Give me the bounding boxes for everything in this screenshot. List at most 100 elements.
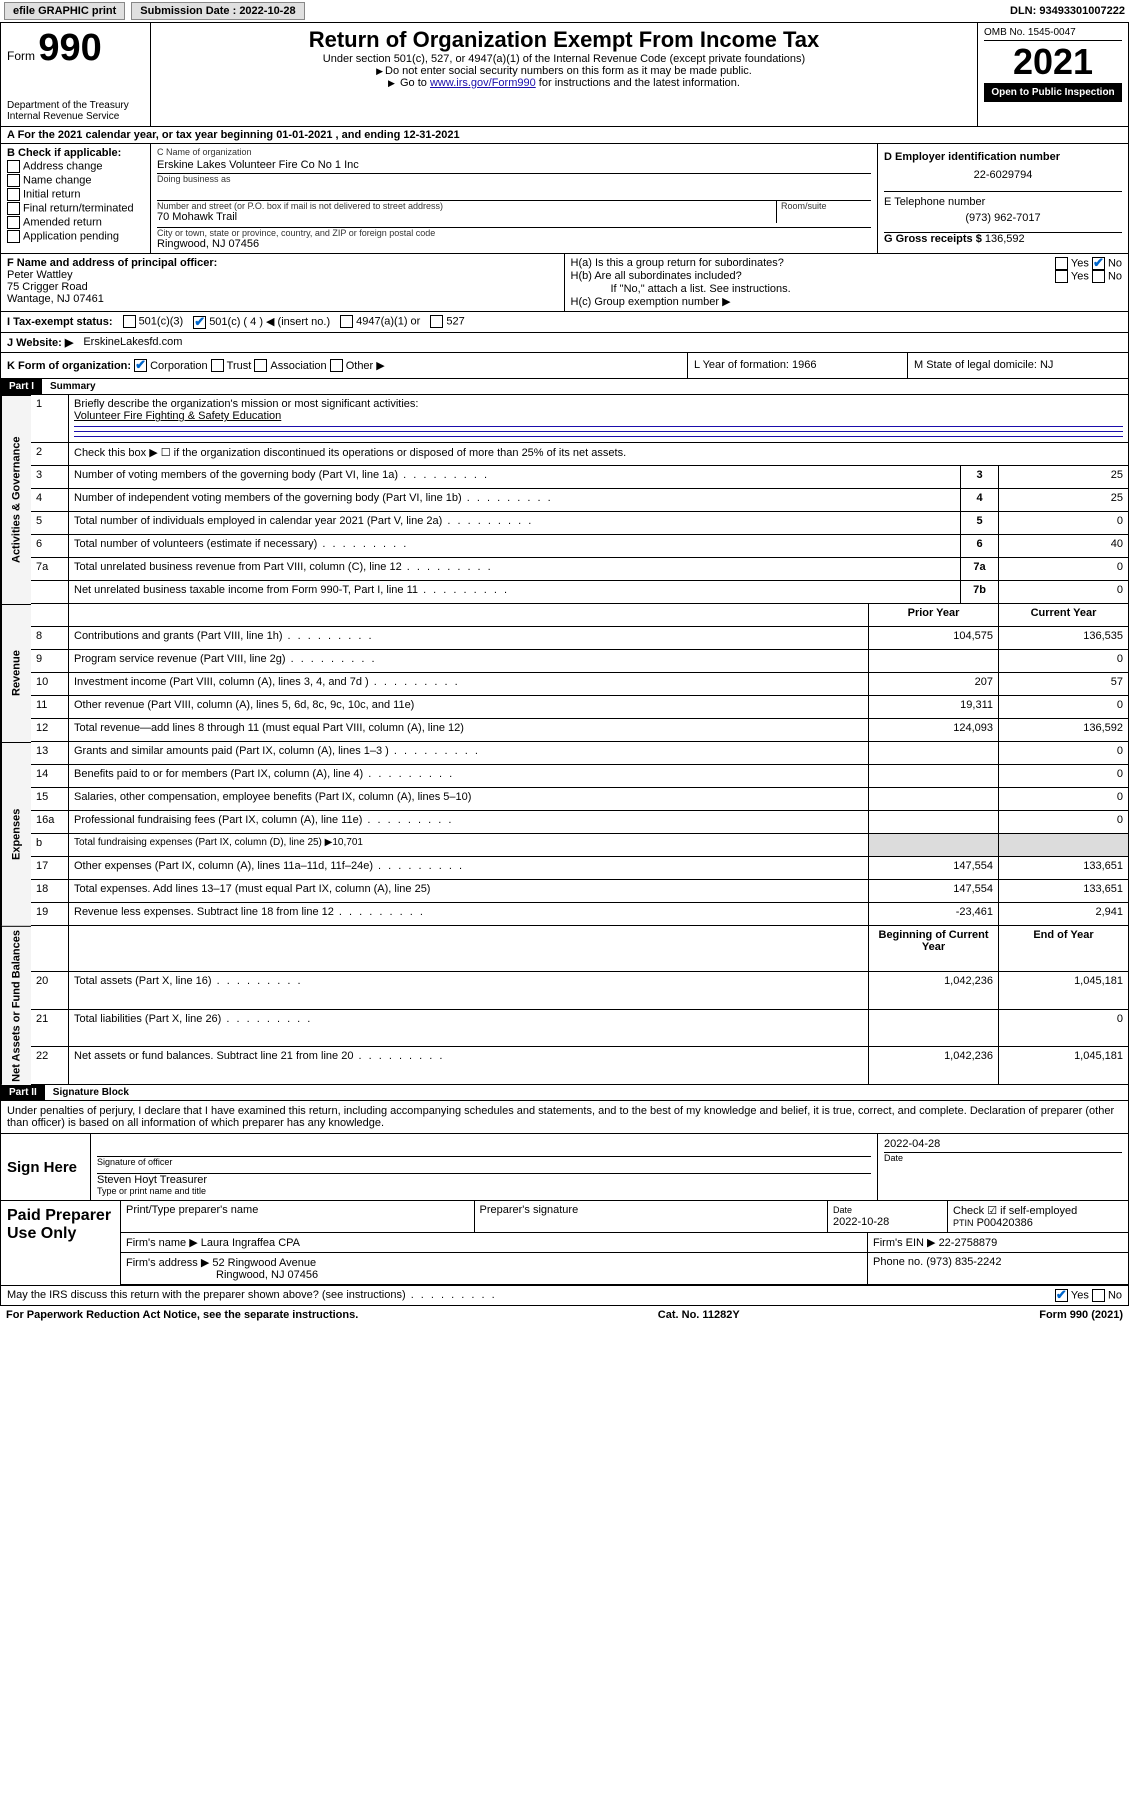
box-b-heading: B Check if applicable: (7, 147, 121, 159)
e19c: 2,941 (999, 903, 1129, 926)
chk-amended[interactable]: Amended return (7, 216, 144, 229)
expense-table: Expenses 13 Grants and similar amounts p… (0, 742, 1129, 926)
box-c: C Name of organization Erskine Lakes Vol… (151, 144, 878, 253)
chk-address[interactable]: Address change (7, 160, 144, 173)
g7an: 7a (31, 558, 69, 581)
ein-label: D Employer identification number (884, 151, 1060, 163)
q1-text: Briefly describe the organization's miss… (74, 398, 418, 410)
year-cell: OMB No. 1545-0047 2021 Open to Public In… (978, 23, 1128, 126)
g7bn (31, 581, 69, 604)
form-number: 990 (38, 27, 101, 69)
efile-button[interactable]: efile GRAPHIC print (4, 2, 125, 20)
cb-trust[interactable] (211, 359, 224, 372)
preparer-rows: Print/Type preparer's name Preparer's si… (121, 1201, 1128, 1285)
row-j: J Website: ▶ ErskineLakesfd.com (0, 333, 1129, 353)
e19n: 19 (31, 903, 69, 926)
pc-header: Revenue Prior Year Current Year 8 Contri… (0, 604, 1129, 742)
addr-label: Number and street (or P.O. box if mail i… (157, 201, 776, 211)
g7av: 0 (999, 558, 1129, 581)
subtitle-1: Under section 501(c), 527, or 4947(a)(1)… (157, 53, 971, 65)
prep-date-cell: Date 2022-10-28 (828, 1201, 948, 1232)
hc-label: H(c) Group exemption number ▶ (571, 295, 1123, 308)
officer-sub: Type or print name and title (97, 1186, 871, 1196)
cb-501c3[interactable] (123, 315, 136, 328)
part2-header: Part II (1, 1085, 45, 1100)
col-prior: Prior Year (869, 604, 999, 627)
g3b: 3 (961, 466, 999, 489)
hb-yes[interactable] (1055, 270, 1068, 283)
r9n: 9 (31, 650, 69, 673)
discuss-yes[interactable] (1055, 1289, 1068, 1302)
cb-other[interactable] (330, 359, 343, 372)
q1-num: 1 (31, 395, 69, 443)
hb-label: H(b) Are all subordinates included? (571, 270, 742, 283)
box-deg: D Employer identification number 22-6029… (878, 144, 1128, 253)
e15p (869, 788, 999, 811)
phone-value: (973) 962-7017 (884, 208, 1122, 228)
r9c: 0 (999, 650, 1129, 673)
chk-initial[interactable]: Initial return (7, 188, 144, 201)
cb-corp[interactable] (134, 359, 147, 372)
officer-label: F Name and address of principal officer: (7, 257, 217, 269)
part1-header: Part I (1, 379, 42, 394)
sig-officer-cell: Signature of officer Steven Hoyt Treasur… (91, 1134, 878, 1200)
cb-4947[interactable] (340, 315, 353, 328)
g6n: 6 (31, 535, 69, 558)
e16an: 16a (31, 811, 69, 834)
e16ad: Professional fundraising fees (Part IX, … (69, 811, 869, 834)
r10n: 10 (31, 673, 69, 696)
firm-phone: (973) 835-2242 (926, 1256, 1001, 1268)
officer-name: Peter Wattley (7, 269, 73, 281)
g4n: 4 (31, 489, 69, 512)
r9d: Program service revenue (Part VIII, line… (69, 650, 869, 673)
irs-link[interactable]: www.irs.gov/Form990 (430, 77, 536, 89)
g7ab: 7a (961, 558, 999, 581)
website-value: ErskineLakesfd.com (83, 336, 182, 348)
year-formation: L Year of formation: 1966 (688, 353, 908, 379)
chk-pending[interactable]: Application pending (7, 230, 144, 243)
hb-no[interactable] (1092, 270, 1105, 283)
e16bc (999, 834, 1129, 857)
perjury-text: Under penalties of perjury, I declare th… (1, 1101, 1128, 1134)
ha-yes[interactable] (1055, 257, 1068, 270)
r11p: 19,311 (869, 696, 999, 719)
form-title: Return of Organization Exempt From Incom… (157, 27, 971, 53)
discuss-no[interactable] (1092, 1289, 1105, 1302)
g7bb: 7b (961, 581, 999, 604)
goto-pre: Go to (400, 77, 430, 89)
dba-value (157, 184, 871, 201)
chk-name[interactable]: Name change (7, 174, 144, 187)
r11d: Other revenue (Part VIII, column (A), li… (69, 696, 869, 719)
r9p (869, 650, 999, 673)
date-label: Date (884, 1153, 1122, 1163)
form-org-label: K Form of organization: (7, 360, 131, 372)
r12d: Total revenue—add lines 8 through 11 (mu… (69, 719, 869, 742)
r10p: 207 (869, 673, 999, 696)
website-label: J Website: ▶ (7, 336, 73, 349)
chk-final[interactable]: Final return/terminated (7, 202, 144, 215)
e14c: 0 (999, 765, 1129, 788)
g6b: 6 (961, 535, 999, 558)
cb-501c[interactable] (193, 316, 206, 329)
page-footer: For Paperwork Reduction Act Notice, see … (0, 1306, 1129, 1324)
g4v: 25 (999, 489, 1129, 512)
g4d: Number of independent voting members of … (69, 489, 961, 512)
e15c: 0 (999, 788, 1129, 811)
e14p (869, 765, 999, 788)
nblank2 (69, 926, 869, 972)
g6v: 40 (999, 535, 1129, 558)
officer-addr1: 75 Crigger Road (7, 281, 88, 293)
ha-no[interactable] (1092, 257, 1105, 270)
blank2 (69, 604, 869, 627)
cb-527[interactable] (430, 315, 443, 328)
firm-name: Laura Ingraffea CPA (201, 1237, 300, 1249)
e18p: 147,554 (869, 880, 999, 903)
r12p: 124,093 (869, 719, 999, 742)
q2-num: 2 (31, 443, 69, 466)
g4b: 4 (961, 489, 999, 512)
subtitle-2: Do not enter social security numbers on … (157, 65, 971, 77)
row-klm: K Form of organization: Corporation Trus… (0, 353, 1129, 380)
n21c: 0 (999, 1010, 1129, 1048)
cb-assoc[interactable] (254, 359, 267, 372)
q1-cell: Briefly describe the organization's miss… (69, 395, 1129, 443)
